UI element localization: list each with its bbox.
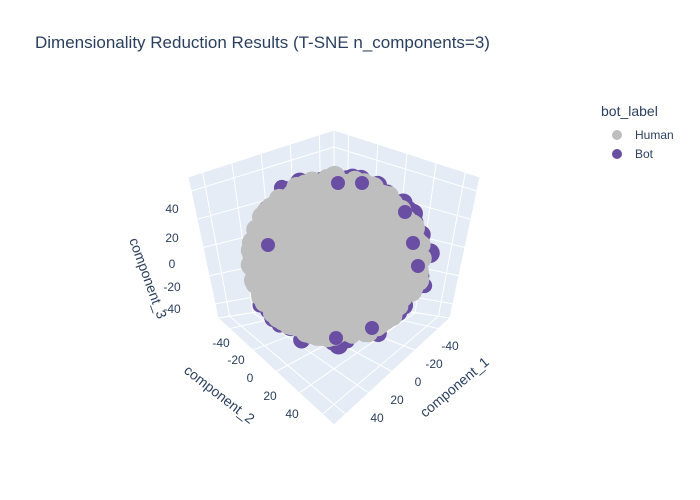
y-tick-label: 20 bbox=[263, 389, 277, 403]
human-point bbox=[363, 220, 380, 238]
legend-marker-human bbox=[612, 129, 622, 140]
x-tick-label: -40 bbox=[441, 339, 459, 353]
human-point bbox=[321, 261, 343, 283]
y-tick-label: -40 bbox=[212, 336, 230, 350]
y-tick-label: 0 bbox=[247, 371, 254, 385]
z-tick-label: 0 bbox=[169, 257, 176, 271]
chart-title: Dimensionality Reduction Results (T-SNE … bbox=[35, 33, 490, 52]
z-tick-label: -20 bbox=[163, 280, 181, 294]
bot-point bbox=[329, 331, 343, 345]
human-point bbox=[271, 276, 294, 299]
human-point bbox=[242, 259, 259, 276]
x-tick-label: -20 bbox=[425, 357, 443, 371]
human-point bbox=[276, 250, 298, 271]
x-tick-label: 20 bbox=[390, 393, 404, 407]
x-tick-label: 0 bbox=[415, 375, 422, 389]
human-point bbox=[321, 201, 338, 219]
z-axis-label: component_3 bbox=[126, 236, 170, 321]
human-point bbox=[325, 234, 347, 256]
human-point bbox=[368, 256, 390, 278]
human-point bbox=[267, 306, 290, 329]
human-point bbox=[373, 276, 394, 296]
bot-point bbox=[261, 238, 275, 252]
bot-point bbox=[406, 236, 420, 250]
legend-item-bot[interactable]: Bot bbox=[612, 144, 674, 163]
z-tick-label: -40 bbox=[163, 302, 181, 316]
bot-point bbox=[355, 176, 369, 190]
y-tick-label: 40 bbox=[285, 407, 299, 421]
human-point bbox=[395, 280, 412, 298]
bot-point bbox=[365, 321, 379, 335]
x-tick-label: 40 bbox=[370, 411, 384, 425]
human-point bbox=[381, 192, 401, 212]
legend-title: bot_label bbox=[601, 103, 658, 119]
legend-marker-bot bbox=[612, 148, 622, 159]
bot-point bbox=[398, 205, 412, 219]
y-tick-label: -20 bbox=[227, 353, 245, 367]
human-point bbox=[350, 269, 368, 286]
human-point bbox=[298, 261, 319, 282]
bot-point bbox=[331, 176, 345, 190]
z-tick-label: 20 bbox=[165, 231, 179, 245]
human-point bbox=[340, 296, 357, 314]
human-point bbox=[319, 281, 339, 300]
human-point bbox=[382, 295, 404, 317]
human-point bbox=[302, 193, 325, 215]
human-point bbox=[315, 320, 332, 337]
bot-point bbox=[411, 259, 425, 273]
human-point bbox=[287, 302, 308, 323]
human-point bbox=[258, 279, 278, 299]
human-point bbox=[338, 211, 357, 231]
data-points bbox=[240, 165, 440, 355]
z-tick-label: 40 bbox=[165, 202, 179, 216]
human-point bbox=[340, 175, 358, 192]
legend-label-bot: Bot bbox=[635, 146, 654, 161]
legend[interactable]: bot_label Human Bot bbox=[601, 103, 674, 163]
human-point bbox=[288, 204, 306, 222]
legend-label-human: Human bbox=[635, 127, 674, 142]
legend-item-human[interactable]: Human bbox=[612, 125, 674, 144]
